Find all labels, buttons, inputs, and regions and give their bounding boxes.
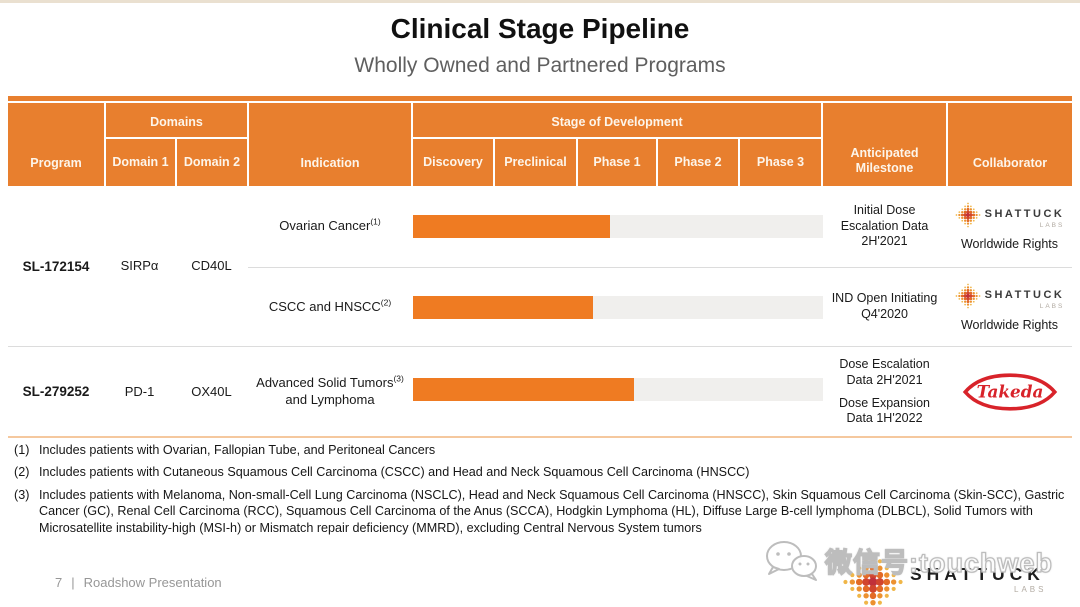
footnote-1: (1) Includes patients with Ovarian, Fallo… [14,443,436,457]
footnote-ref-3: (3) [393,373,404,384]
header-domains-group: Domains [106,103,247,137]
table-header: Program Domains Domain 1 Domain 2 Indica… [8,103,1072,186]
header-stage-group: Stage of Development [413,103,821,137]
slide-top-edge [0,0,1080,3]
progress-fill-cscc-hnscc [413,296,594,319]
footnotes: (1) Includes patients with Ovarian, Fallo… [14,442,1068,542]
header-stage-preclinical: Preclinical [495,139,576,186]
svg-text:Takeda: Takeda [976,382,1043,402]
program-name-sl279252: SL-279252 [22,384,90,400]
progress-bar-cscc-hnscc [413,296,823,319]
footnote-2: (2) Includes patients with Cutaneous Squa… [14,465,750,480]
progress-fill-advanced-solid-tumors [413,378,635,401]
watermark-text: 微信号:touchweb [824,547,1053,578]
footnote-ref-2: (2) [380,297,392,308]
progress-bar-advanced-solid-tumors [413,378,823,401]
shattuck-logo-text: SHATTUCK [910,564,1045,584]
header-indication: Indication [249,103,411,186]
table-body: SL-172154 SIRPα CD40L Ovarian Cancer(1) … [8,186,1072,437]
milestone-advanced-solid-tumors: Dose Escalation Data 2H'2021 Dose Expans… [838,357,931,426]
page-number: 7 [55,575,63,590]
shattuck-labs-dots-icon [842,551,904,607]
shattuck-logo-sub: LABS [1039,222,1065,229]
indication-advanced-solid-tumors: Advanced Solid Tumors(3) and Lymphoma [256,373,404,407]
progress-bar-ovarian-cancer [413,215,823,238]
domain2-sl172154: CD40L [191,258,232,274]
indication-cscc-hnscc: CSCC and HNSCC(2) [268,297,392,314]
milestone-cscc-hnscc: IND Open Initiating Q4'2020 [831,291,938,321]
header-stage-phase1: Phase 1 [578,139,656,186]
footnote-3: (3) Includes patients with Melanoma, Non-… [14,487,1065,535]
header-collaborator: Collaborator [948,103,1072,186]
table-top-strip [8,96,1072,101]
shattuck-logo-text: SHATTUCK [984,288,1065,301]
shattuck-labs-dots-icon [955,202,981,233]
shattuck-logo-text: SHATTUCK [984,208,1065,220]
wechat-icon [766,541,817,581]
domain1-sl279252: PD-1 [124,383,155,399]
subrow-divider [248,267,1072,268]
header-domain-1: Domain 1 [106,139,175,186]
header-stage-phase2: Phase 2 [658,139,738,186]
table-bottom-border [8,436,1072,438]
footer-page-info: 7 | Roadshow Presentation [55,575,222,590]
collaborator-ovarian-cancer: SHATTUCK LABS Worldwide Rights [947,186,1072,267]
header-stage-phase3: Phase 3 [740,139,821,186]
header-anticipated-milestone: Anticipated Milestone [823,103,946,186]
takeda-logo: Takeda [962,373,1057,411]
footnote-ref-1: (1) [370,216,381,227]
shattuck-labs-footer-logo: SHATTUCK LABS [842,551,1072,607]
rights-label: Worldwide Rights [960,237,1059,251]
footer-label: Roadshow Presentation [83,575,222,590]
row-group-divider [8,346,1072,347]
program-name-sl172154: SL-172154 [22,258,90,274]
collaborator-takeda: Takeda [947,347,1072,437]
header-domain-2: Domain 2 [177,139,247,186]
rights-label: Worldwide Rights [960,317,1059,332]
watermark: 微信号:touchweb [763,538,1053,582]
shattuck-logo-sub: LABS [1014,585,1047,594]
progress-fill-ovarian-cancer [413,215,610,238]
domain1-sl172154: SIRPα [120,258,159,274]
shattuck-labs-dots-icon [955,283,981,314]
indication-ovarian-cancer: Ovarian Cancer(1) [279,216,381,234]
footer-separator: | [71,575,75,590]
domain2-sl279252: OX40L [191,383,232,399]
page-title: Clinical Stage Pipeline [390,13,690,44]
shattuck-logo-sub: LABS [1039,302,1065,310]
header-program: Program [8,103,104,186]
collaborator-cscc-hnscc: SHATTUCK LABS Worldwide Rights [947,267,1072,347]
milestone-ovarian-cancer: Initial Dose Escalation Data 2H'2021 [840,202,929,249]
header-stage-discovery: Discovery [413,139,493,186]
page-subtitle: Wholly Owned and Partnered Programs [354,54,726,77]
